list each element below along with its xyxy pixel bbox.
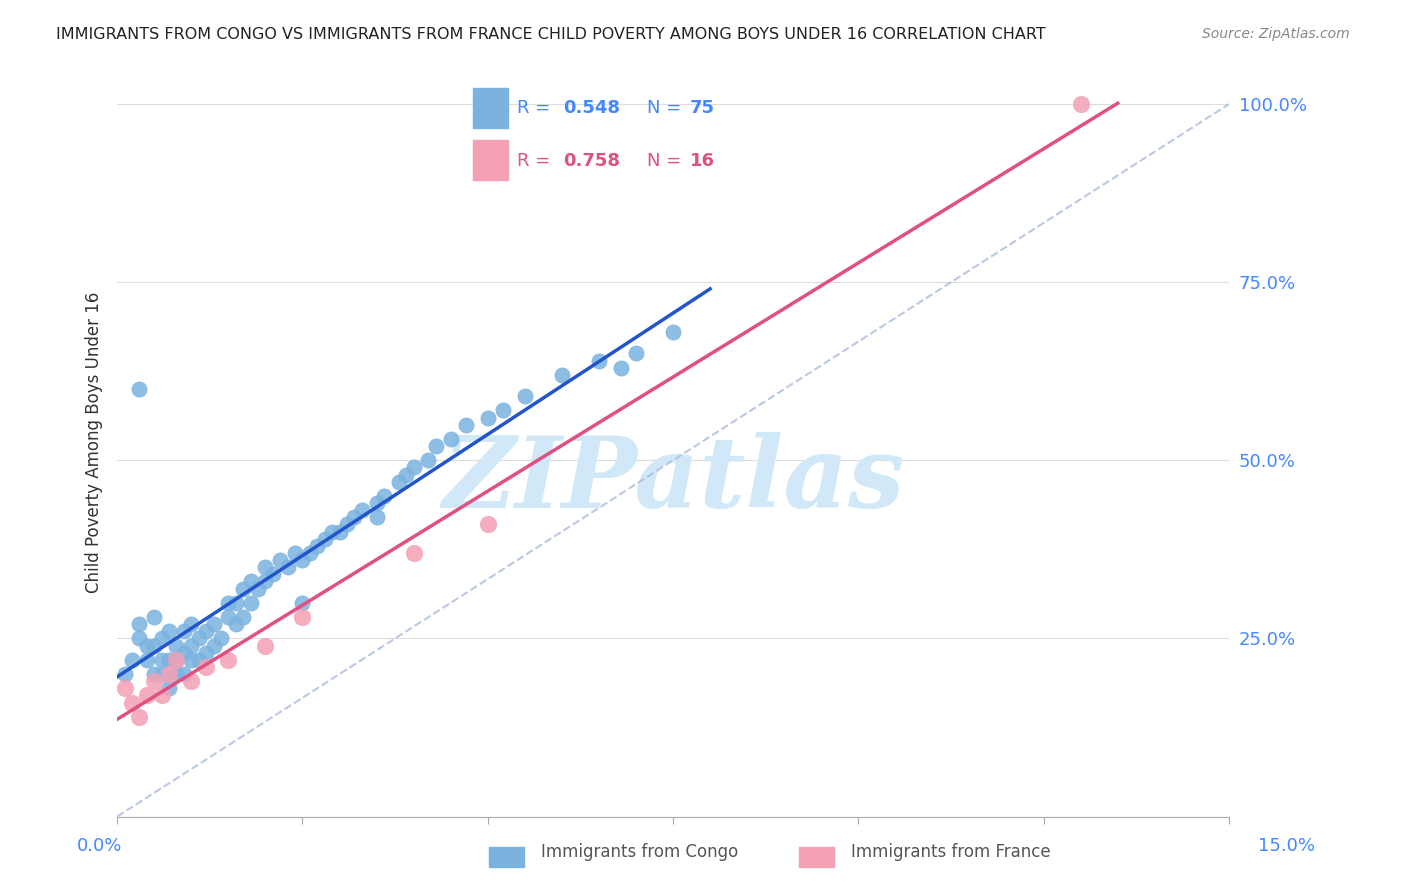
Point: [173, 667, 195, 681]
Text: 15.0%: 15.0%: [1257, 837, 1315, 855]
Point: [291, 596, 314, 610]
Y-axis label: Child Poverty Among Boys Under 16: Child Poverty Among Boys Under 16: [86, 292, 103, 593]
Point: [588, 353, 610, 368]
Point: [336, 517, 359, 532]
Point: [366, 510, 388, 524]
Point: [180, 617, 202, 632]
Point: [513, 389, 536, 403]
Text: 0.0%: 0.0%: [77, 837, 122, 855]
Point: [269, 553, 291, 567]
Point: [454, 417, 477, 432]
Point: [150, 653, 173, 667]
Point: [128, 382, 150, 396]
Point: [114, 667, 136, 681]
Point: [209, 632, 232, 646]
Point: [321, 524, 343, 539]
Point: [262, 567, 284, 582]
Point: [166, 639, 188, 653]
Point: [195, 646, 218, 660]
Point: [114, 681, 136, 696]
Point: [121, 653, 143, 667]
Point: [254, 639, 277, 653]
Point: [247, 582, 270, 596]
Point: [366, 496, 388, 510]
Point: [477, 517, 499, 532]
Point: [277, 560, 299, 574]
Point: [350, 503, 373, 517]
Point: [173, 646, 195, 660]
Point: [551, 368, 574, 382]
Point: [150, 632, 173, 646]
Point: [135, 653, 157, 667]
Point: [187, 632, 209, 646]
Point: [402, 546, 425, 560]
Point: [373, 489, 395, 503]
Point: [187, 653, 209, 667]
Point: [440, 432, 463, 446]
Point: [173, 624, 195, 639]
Point: [195, 660, 218, 674]
Point: [284, 546, 307, 560]
Text: IMMIGRANTS FROM CONGO VS IMMIGRANTS FROM FRANCE CHILD POVERTY AMONG BOYS UNDER 1: IMMIGRANTS FROM CONGO VS IMMIGRANTS FROM…: [56, 27, 1046, 42]
Point: [239, 574, 262, 589]
Point: [135, 639, 157, 653]
Point: [180, 674, 202, 689]
Point: [254, 574, 277, 589]
Point: [157, 667, 180, 681]
Point: [150, 689, 173, 703]
Point: [254, 560, 277, 574]
Text: Immigrants from Congo: Immigrants from Congo: [541, 843, 738, 861]
Point: [195, 624, 218, 639]
Point: [239, 596, 262, 610]
Point: [624, 346, 647, 360]
Point: [610, 360, 633, 375]
Point: [425, 439, 447, 453]
Point: [225, 617, 247, 632]
Point: [217, 596, 239, 610]
Point: [166, 667, 188, 681]
Point: [395, 467, 418, 482]
Point: [180, 653, 202, 667]
Point: [128, 710, 150, 724]
Point: [166, 653, 188, 667]
Point: [157, 653, 180, 667]
Point: [121, 696, 143, 710]
Point: [477, 410, 499, 425]
Point: [135, 689, 157, 703]
Point: [232, 610, 254, 624]
Point: [291, 610, 314, 624]
Point: [307, 539, 329, 553]
Point: [202, 639, 225, 653]
Point: [217, 653, 239, 667]
Point: [217, 610, 239, 624]
Point: [180, 639, 202, 653]
Point: [314, 532, 336, 546]
Point: [150, 667, 173, 681]
Point: [166, 653, 188, 667]
Point: [128, 632, 150, 646]
Point: [143, 667, 166, 681]
Text: Source: ZipAtlas.com: Source: ZipAtlas.com: [1202, 27, 1350, 41]
Point: [128, 617, 150, 632]
Point: [388, 475, 411, 489]
Point: [291, 553, 314, 567]
Point: [232, 582, 254, 596]
Point: [343, 510, 366, 524]
Point: [157, 624, 180, 639]
Point: [143, 639, 166, 653]
Point: [225, 596, 247, 610]
Point: [1070, 97, 1092, 112]
Point: [143, 610, 166, 624]
Text: ZIPatlas: ZIPatlas: [441, 432, 904, 528]
Point: [157, 681, 180, 696]
Point: [662, 325, 685, 339]
Point: [202, 617, 225, 632]
Point: [328, 524, 350, 539]
Point: [402, 460, 425, 475]
Point: [491, 403, 513, 417]
Point: [143, 674, 166, 689]
Point: [298, 546, 321, 560]
Text: Immigrants from France: Immigrants from France: [851, 843, 1050, 861]
Point: [418, 453, 440, 467]
